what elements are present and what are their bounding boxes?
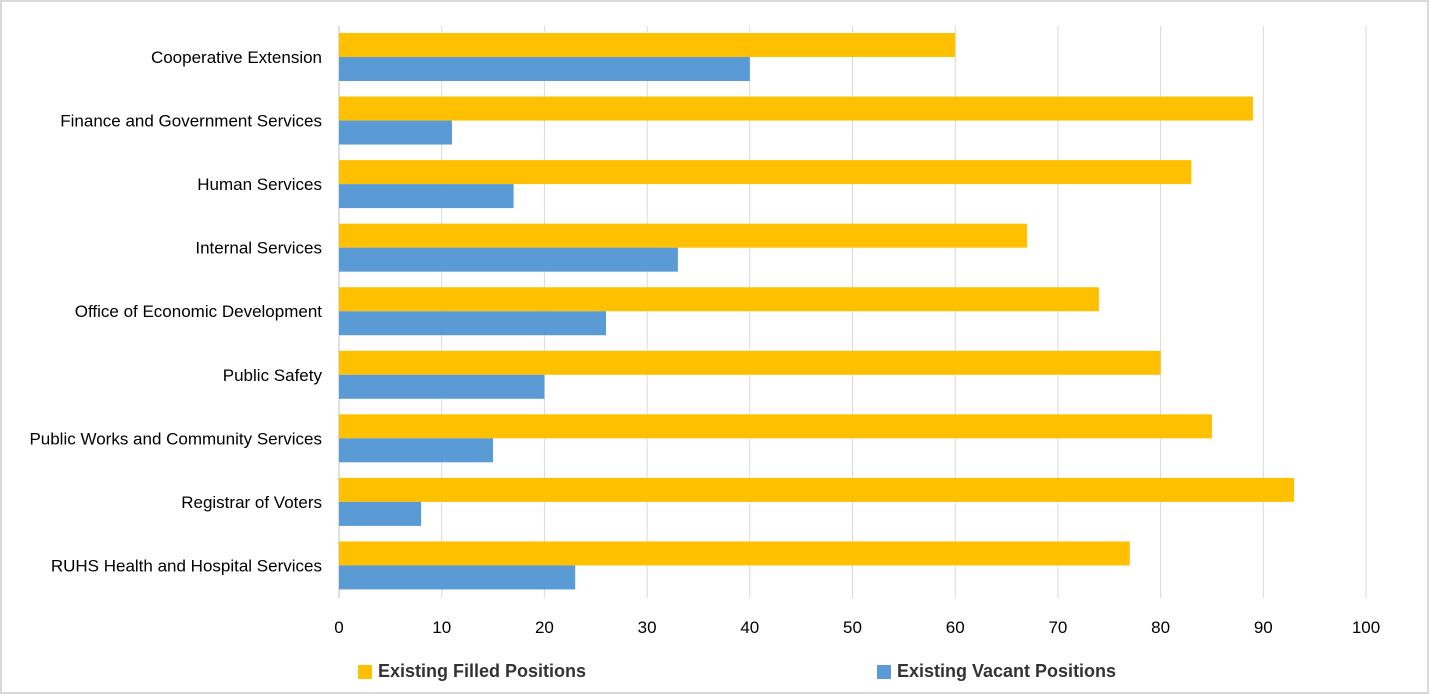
x-tick-label-60: 60 — [946, 618, 965, 637]
category-labels: Cooperative Extension Finance and Governm… — [29, 48, 322, 575]
bar-filled-4 — [339, 287, 1099, 312]
x-tick-label-30: 30 — [638, 618, 657, 637]
legend-swatch-vacant — [877, 664, 891, 679]
x-tick-label-50: 50 — [843, 618, 862, 637]
bar-vacant-3 — [339, 247, 678, 272]
bar-filled-6 — [339, 414, 1212, 439]
x-tick-label-10: 10 — [432, 618, 451, 637]
category-label-0: Cooperative Extension — [151, 48, 322, 67]
legend-swatch-filled — [358, 664, 372, 679]
category-label-5: Public Safety — [223, 366, 323, 385]
bar-filled-3 — [339, 223, 1028, 248]
bar-filled-0 — [339, 33, 956, 57]
legend-label-vacant: Existing Vacant Positions — [897, 661, 1117, 681]
category-label-4: Office of Economic Development — [75, 302, 323, 321]
bar-vacant-7 — [339, 501, 422, 526]
bar-filled-2 — [339, 160, 1192, 185]
category-label-1: Finance and Government Services — [60, 112, 322, 131]
x-axis-tick-labels: 0 10 20 30 40 50 60 70 80 90 100 — [334, 618, 1380, 637]
category-label-7: Registrar of Voters — [181, 493, 322, 512]
x-tick-label-70: 70 — [1048, 618, 1067, 637]
bar-vacant-4 — [339, 311, 607, 336]
x-tick-label-90: 90 — [1254, 618, 1273, 637]
x-tick-label-100: 100 — [1352, 618, 1380, 637]
category-label-2: Human Services — [197, 175, 322, 194]
legend-label-filled: Existing Filled Positions — [378, 661, 587, 681]
legend-item-filled: Existing Filled Positions — [358, 661, 586, 682]
bar-vacant-5 — [339, 374, 545, 399]
bar-filled-1 — [339, 96, 1254, 121]
bar-filled-7 — [339, 477, 1295, 502]
bar-filled-5 — [339, 350, 1161, 375]
category-label-8: RUHS Health and Hospital Services — [51, 556, 322, 575]
bars — [339, 33, 1295, 590]
x-tick-label-20: 20 — [535, 618, 554, 637]
bar-vacant-8 — [339, 565, 576, 590]
x-tick-label-40: 40 — [740, 618, 759, 637]
bar-filled-8 — [339, 541, 1130, 566]
legend-item-vacant: Existing Vacant Positions — [877, 661, 1116, 682]
bar-vacant-0 — [339, 57, 750, 81]
bar-vacant-2 — [339, 184, 514, 209]
category-label-6: Public Works and Community Services — [29, 429, 322, 448]
category-label-3: Internal Services — [195, 239, 322, 258]
x-tick-label-80: 80 — [1151, 618, 1170, 637]
bar-vacant-6 — [339, 438, 494, 463]
x-tick-label-0: 0 — [334, 618, 343, 637]
bar-vacant-1 — [339, 120, 452, 145]
